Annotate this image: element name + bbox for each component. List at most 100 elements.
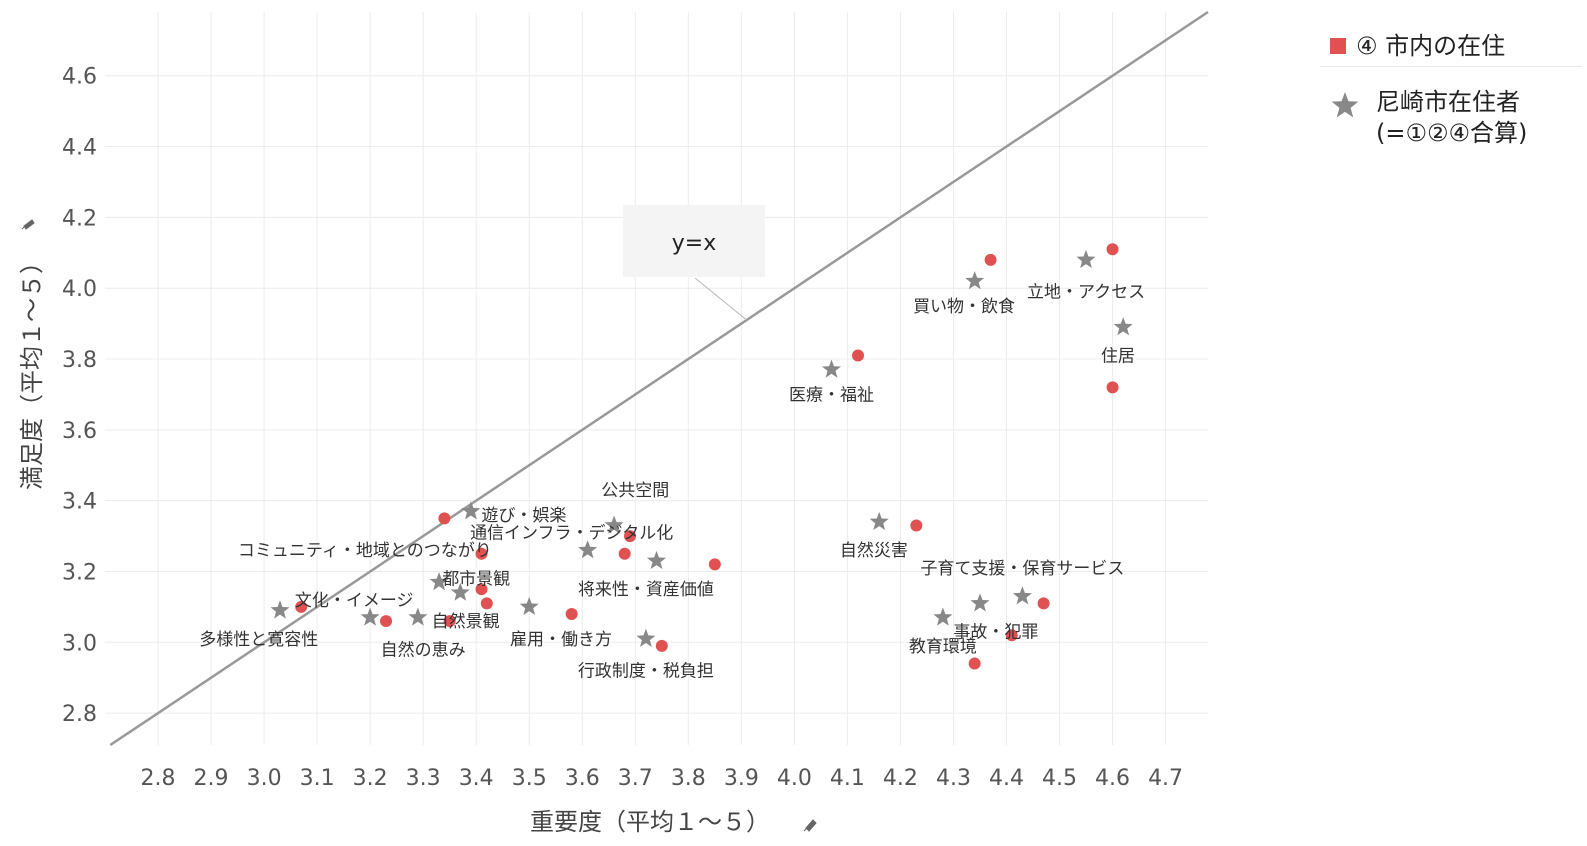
point-label: 通信インフラ・デジタル化 — [470, 523, 673, 544]
data-point-star[interactable] — [578, 540, 598, 559]
x-tick-label: 3.0 — [247, 766, 282, 791]
data-point-circle[interactable] — [1005, 629, 1018, 642]
data-point-star[interactable] — [965, 271, 985, 290]
data-point-circle[interactable] — [1037, 597, 1050, 610]
reference-line: y=x — [109, 10, 1209, 747]
data-point-circle[interactable] — [443, 615, 456, 628]
x-tick-label: 4.0 — [777, 766, 812, 791]
legend-item-circle[interactable]: ④ 市内の在住 — [1320, 26, 1582, 67]
x-tick-label: 3.8 — [671, 766, 706, 791]
y-tick-label: 3.8 — [62, 348, 97, 373]
series-circle-points — [295, 243, 1119, 670]
point-label: コミュニティ・地域とのつながり — [238, 541, 492, 561]
x-tick-label: 3.1 — [300, 766, 335, 791]
data-point-circle[interactable] — [984, 253, 997, 266]
data-point-circle[interactable] — [565, 607, 578, 620]
data-point-star[interactable] — [519, 596, 539, 615]
point-label: 自然の恵み — [381, 640, 466, 660]
data-point-star[interactable] — [821, 359, 842, 378]
point-label: 遊び・娯楽 — [481, 506, 566, 526]
data-point-star[interactable] — [450, 582, 470, 601]
data-point-star[interactable] — [933, 607, 953, 626]
data-point-circle[interactable] — [1106, 381, 1119, 394]
data-point-star[interactable] — [646, 550, 667, 569]
data-point-circle[interactable] — [618, 547, 631, 560]
data-point-star[interactable] — [970, 593, 990, 612]
point-label: 医療・福祉 — [789, 385, 874, 405]
x-tick-label: 3.9 — [724, 766, 759, 791]
x-tick-label: 3.4 — [459, 766, 494, 791]
point-label: 公共空間 — [601, 481, 669, 501]
y-tick-label: 3.6 — [62, 419, 97, 444]
data-point-star[interactable] — [869, 511, 889, 530]
series-star-points — [270, 249, 1133, 647]
point-label: 行政制度・税負担 — [578, 662, 714, 682]
y-tick-label: 2.8 — [62, 702, 97, 727]
x-axis-title: 重要度（平均１～５） — [530, 808, 770, 836]
x-tick-label: 4.6 — [1095, 766, 1130, 791]
point-label: 自然景観 — [432, 612, 500, 632]
x-tick-label: 3.7 — [618, 766, 653, 791]
data-point-star[interactable] — [1113, 317, 1133, 336]
y-axis-pin-icon — [21, 219, 35, 230]
x-tick-label: 4.4 — [989, 766, 1024, 791]
y-tick-label: 3.2 — [62, 560, 97, 585]
legend: ④ 市内の在住 尼崎市在住者 (=①②④合算) — [1320, 26, 1582, 149]
data-point-star[interactable] — [360, 607, 380, 626]
data-point-star[interactable] — [604, 515, 624, 534]
y-axis-title: 満足度（平均１～５） — [18, 250, 46, 490]
data-point-circle[interactable] — [295, 600, 308, 613]
data-point-star[interactable] — [408, 607, 428, 626]
x-tick-label: 4.7 — [1148, 766, 1183, 791]
point-label: 立地・アクセス — [1027, 283, 1145, 303]
x-axis-pin-icon — [803, 819, 817, 832]
point-label: 住居 — [1101, 346, 1135, 366]
data-point-circle[interactable] — [380, 615, 393, 628]
data-point-star[interactable] — [461, 501, 481, 520]
point-label: 多様性と寛容性 — [199, 630, 318, 650]
x-tick-label: 4.3 — [936, 766, 971, 791]
y-equals-x-line — [109, 10, 1209, 747]
data-point-star[interactable] — [270, 600, 290, 619]
data-point-star[interactable] — [1076, 249, 1096, 268]
x-tick-label: 3.2 — [353, 766, 388, 791]
y-tick-label: 4.0 — [62, 277, 97, 302]
point-label: 文化・イメージ — [295, 591, 414, 611]
x-tick-label: 4.2 — [883, 766, 918, 791]
y-tick-label: 4.4 — [62, 136, 97, 161]
y-tick-label: 3.0 — [62, 631, 97, 656]
x-tick-label: 4.5 — [1042, 766, 1077, 791]
data-point-circle[interactable] — [480, 597, 493, 610]
data-point-circle[interactable] — [655, 639, 668, 652]
reference-callout-label: y=x — [672, 231, 716, 256]
data-point-circle[interactable] — [623, 530, 636, 543]
point-label: 自然災害 — [840, 541, 908, 561]
data-point-star[interactable] — [636, 628, 656, 647]
legend-swatch-square — [1330, 38, 1346, 54]
data-point-star[interactable] — [429, 572, 449, 591]
data-point-circle[interactable] — [852, 349, 865, 362]
y-axis-ticks: 2.8 3.0 3.2 3.4 3.6 3.8 4.0 4.2 4.4 4.6 — [62, 65, 97, 727]
point-label: 買い物・飲食 — [913, 297, 1015, 317]
legend-label: ④ 市内の在住 — [1356, 31, 1506, 60]
y-tick-label: 3.4 — [62, 490, 97, 515]
y-tick-label: 4.6 — [62, 65, 97, 90]
legend-label: 尼崎市在住者 (=①②④合算) — [1376, 88, 1528, 147]
x-axis-ticks: 2.8 2.9 3.0 3.1 3.2 3.3 3.4 3.5 3.6 3.7 3.8 3.9 4.0 4… — [141, 766, 1184, 791]
grid — [105, 12, 1208, 745]
data-point-circle[interactable] — [438, 512, 451, 525]
data-point-circle[interactable] — [910, 519, 923, 532]
data-point-circle[interactable] — [968, 657, 981, 670]
data-point-circle[interactable] — [1106, 243, 1119, 256]
reference-callout-box — [623, 205, 765, 277]
data-point-circle[interactable] — [708, 558, 721, 571]
data-point-circle[interactable] — [475, 547, 488, 560]
point-label: 将来性・資産価値 — [578, 580, 714, 600]
legend-item-star[interactable]: 尼崎市在住者 (=①②④合算) — [1320, 81, 1582, 149]
x-tick-label: 3.6 — [565, 766, 600, 791]
data-point-circle[interactable] — [475, 583, 488, 596]
x-tick-label: 3.5 — [512, 766, 547, 791]
data-point-star[interactable] — [1012, 586, 1032, 605]
point-label: 事故・犯罪 — [953, 623, 1038, 643]
